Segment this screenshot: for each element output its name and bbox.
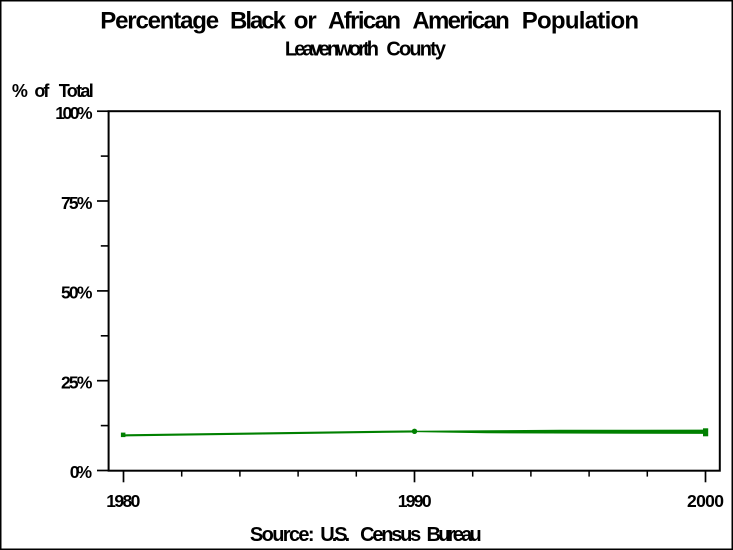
svg-text:2000: 2000	[687, 491, 724, 511]
svg-text:Population: Population	[522, 8, 639, 35]
svg-text:25%: 25%	[61, 372, 93, 392]
svg-text:County: County	[386, 38, 446, 60]
svg-text:0%: 0%	[70, 462, 93, 482]
svg-text:Black: Black	[230, 8, 287, 35]
svg-text:or: or	[294, 8, 317, 35]
svg-text:African: African	[328, 8, 401, 35]
svg-text:Leavenworth: Leavenworth	[285, 38, 379, 60]
svg-text:1990: 1990	[398, 491, 432, 511]
svg-text:75%: 75%	[61, 193, 93, 213]
svg-text:50%: 50%	[61, 283, 93, 303]
svg-text:Source:: Source:	[250, 524, 315, 546]
svg-text:100%: 100%	[55, 103, 93, 123]
svg-text:%: %	[12, 81, 28, 101]
svg-text:Census: Census	[360, 524, 421, 546]
svg-text:American: American	[412, 8, 509, 35]
svg-text:Bureau: Bureau	[427, 524, 482, 546]
svg-text:of: of	[34, 81, 50, 101]
svg-text:U.S.: U.S.	[320, 524, 350, 546]
svg-text:Percentage: Percentage	[100, 8, 219, 35]
svg-text:1980: 1980	[106, 491, 140, 511]
svg-text:Total: Total	[59, 81, 94, 101]
